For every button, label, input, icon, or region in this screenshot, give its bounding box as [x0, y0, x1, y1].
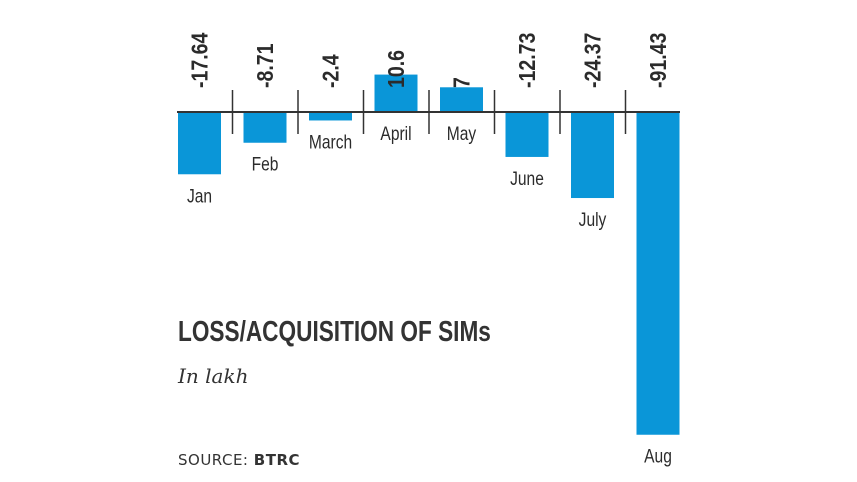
value-label: -91.43	[646, 32, 672, 88]
value-label: -24.37	[580, 33, 606, 88]
bar-feb	[243, 112, 287, 143]
value-label: 7	[449, 77, 475, 88]
bar-june	[505, 112, 549, 157]
value-label: 10.6	[384, 50, 410, 88]
chart-subtitle: In lakh	[177, 364, 248, 388]
value-label: -17.64	[187, 32, 213, 88]
bar-may	[440, 87, 483, 112]
source: SOURCE: BTRC	[178, 451, 300, 469]
bar-jan	[178, 112, 221, 175]
month-label: April	[380, 123, 411, 145]
month-label: Jan	[187, 185, 212, 207]
source-value: BTRC	[254, 451, 300, 469]
chart-title: LOSS/ACQUISITION OF SIMs	[178, 314, 491, 347]
month-label: March	[309, 131, 352, 153]
source-label: SOURCE:	[178, 451, 249, 469]
value-label: -12.73	[515, 32, 541, 88]
month-label: Aug	[644, 445, 672, 467]
month-label: June	[510, 167, 544, 189]
bar-aug	[636, 112, 680, 435]
month-label: July	[579, 209, 607, 231]
bar-july	[571, 112, 614, 199]
month-label: Feb	[252, 153, 279, 175]
bar-april	[374, 74, 418, 112]
value-label: -8.71	[253, 43, 279, 88]
value-label: -2.4	[318, 54, 344, 88]
bar-march	[309, 112, 352, 121]
month-label: May	[447, 123, 477, 145]
